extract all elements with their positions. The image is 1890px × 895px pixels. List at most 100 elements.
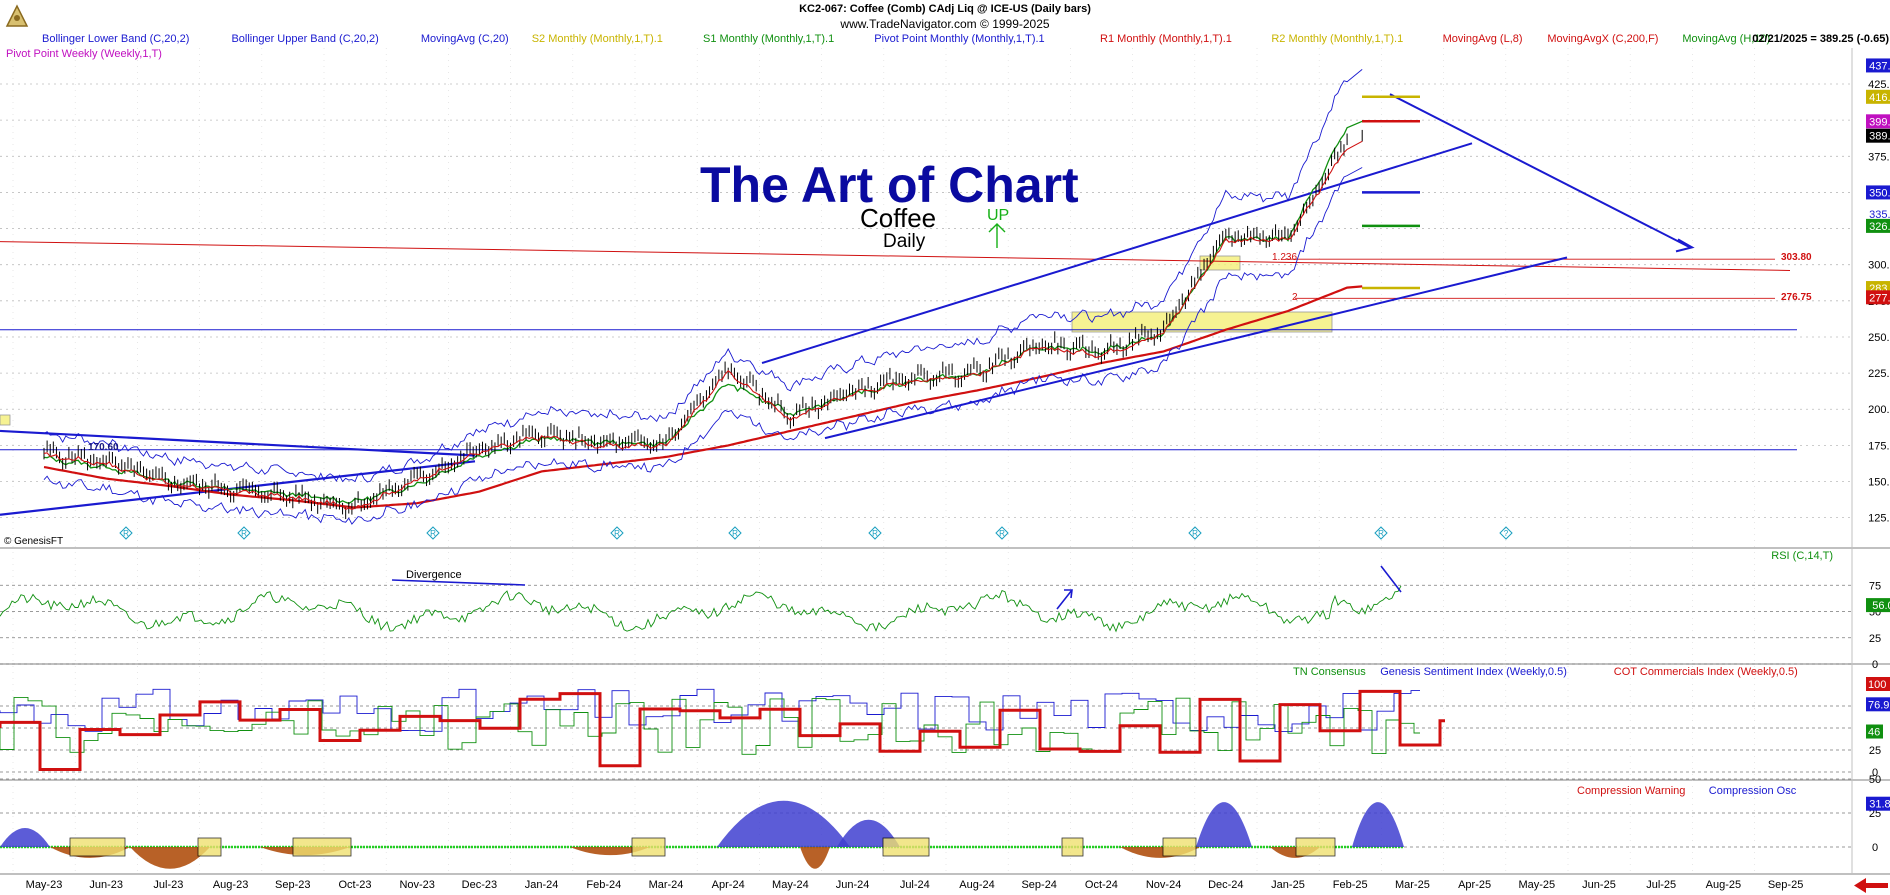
- level-170-label: 170.60: [88, 442, 119, 453]
- commodity-label: Coffee: [860, 203, 937, 233]
- price-tag-label: 350.00: [1869, 187, 1890, 199]
- cot-commercials-line: [0, 689, 1445, 771]
- marker-letter: R: [241, 529, 247, 538]
- rsi-tag: [1866, 598, 1890, 613]
- question-marker: [1499, 526, 1513, 540]
- price-tick-label: 375.00: [1868, 151, 1890, 163]
- price-tick-label: 300.00: [1868, 260, 1890, 272]
- r-marker: [728, 526, 742, 540]
- bollinger-lower: [43, 167, 1363, 525]
- compression-hump: [717, 800, 850, 847]
- x-tick-label: Dec-24: [1208, 879, 1243, 891]
- up-label: UP: [987, 207, 1010, 224]
- r-marker: [1188, 526, 1202, 540]
- sentiment-legend: COT Commercials Index (Weekly,0.5): [1614, 666, 1798, 678]
- compression-dip: [570, 847, 650, 856]
- x-tick-label: Jan-25: [1271, 879, 1305, 891]
- marker-letter: R: [614, 529, 620, 538]
- legend-item: MovingAvg (L,8): [1443, 33, 1523, 45]
- declining-red-line: [0, 241, 1791, 271]
- legend-item: MovingAvgX (C,200,F): [1547, 33, 1658, 45]
- x-tick-label: Dec-23: [462, 879, 497, 891]
- legend-item: MovingAvg (C,20): [421, 33, 509, 45]
- timeframe-label: Daily: [883, 231, 926, 252]
- x-tick-label: Oct-23: [338, 879, 371, 891]
- compression-plot: [0, 800, 1404, 869]
- copyright-label: © GenesisFT: [4, 536, 63, 547]
- highlight-box: [1199, 255, 1241, 271]
- compression-dip: [800, 847, 830, 869]
- compression-legend: Compression Warning: [1577, 785, 1685, 797]
- marker-letter: R: [1378, 529, 1384, 538]
- r-marker: [426, 526, 440, 540]
- x-tick-label: Feb-24: [586, 879, 621, 891]
- rsi-plot: [0, 565, 1402, 633]
- fib-2-label: 2: [1292, 292, 1298, 303]
- x-tick-label: May-25: [1518, 879, 1555, 891]
- compression-warning-box: [882, 837, 930, 857]
- x-tick-label: Sep-25: [1768, 879, 1803, 891]
- up-arrow-icon: [988, 223, 1006, 248]
- rsi-legend: RSI (C,14,T): [1771, 550, 1833, 562]
- symbol-title: KC2-067: Coffee (Comb) CAdj Liq @ ICE-US…: [799, 3, 1091, 15]
- rsi-tick-label: 0: [1872, 659, 1878, 671]
- legend-item: S2 Monthly (Monthly,1,T).1: [532, 33, 663, 45]
- price-tag-label: 326.85: [1869, 221, 1890, 233]
- marker-letter: R: [1192, 529, 1198, 538]
- comp-tick-label: 0: [1872, 842, 1878, 854]
- trendline-lower-old: [0, 460, 476, 516]
- x-tick-label: Aug-24: [959, 879, 994, 891]
- ma-l8-line: [43, 140, 1363, 511]
- price-tag: [1866, 114, 1890, 129]
- x-tick-label: Jul-25: [1646, 879, 1676, 891]
- legend-item: Bollinger Upper Band (C,20,2): [231, 33, 378, 45]
- x-tick-label: May-23: [26, 879, 63, 891]
- date-value: 02/21/2025 = 389.25 (-0.65): [1752, 33, 1889, 45]
- level-303-label: 303.80: [1781, 252, 1812, 263]
- sent-tag-label: 46: [1868, 727, 1880, 739]
- x-tick-label: Apr-24: [712, 879, 745, 891]
- r-marker: [119, 526, 133, 540]
- legend-item: Bollinger Lower Band (C,20,2): [42, 33, 189, 45]
- legends: Bollinger Lower Band (C,20,2) Bollinger U…: [42, 33, 1798, 797]
- r-marker: [1374, 526, 1388, 540]
- sent-tick-label: 25: [1869, 745, 1881, 757]
- channel-lower: [824, 256, 1568, 440]
- sent-tag: [1866, 724, 1883, 739]
- price-plot: R R R R R R R R R?: [0, 69, 1797, 540]
- price-tag: [1866, 58, 1890, 73]
- trendline-upper-old: [0, 429, 476, 457]
- rsi-down-line: [1380, 565, 1402, 593]
- price-tag-label: 399.20: [1869, 116, 1890, 128]
- price-tick-label: 200.00: [1868, 404, 1890, 416]
- rsi-tag-label: 56.09: [1872, 600, 1890, 612]
- x-tick-label: Sep-23: [275, 879, 310, 891]
- compression-warning-box: [1162, 837, 1197, 857]
- scroll-back-icon[interactable]: [1852, 876, 1890, 895]
- price-tag-label: 277.45: [1869, 292, 1890, 304]
- price-tag-label: 437.85: [1869, 60, 1890, 72]
- x-tick-label: Jun-25: [1582, 879, 1616, 891]
- rsi-line: [0, 585, 1402, 633]
- price-tag: [1866, 218, 1890, 233]
- sent-tag: [1866, 697, 1890, 712]
- x-tick-label: Jul-23: [153, 879, 183, 891]
- r-marker: [868, 526, 882, 540]
- compression-warning-box: [197, 837, 222, 857]
- price-tick-label: 425.00: [1868, 79, 1890, 91]
- price-tag-label: 335.05: [1869, 209, 1890, 221]
- legend-item: S1 Monthly (Monthly,1,T).1: [703, 33, 834, 45]
- x-tick-label: Apr-25: [1458, 879, 1491, 891]
- compression-hump: [0, 827, 50, 847]
- sentiment-legend: TN Consensus: [1293, 666, 1366, 678]
- x-tick-label: Jul-24: [900, 879, 930, 891]
- compression-hump: [1196, 802, 1252, 847]
- marker-letter: ?: [1504, 529, 1509, 538]
- sentiment-legend: Genesis Sentiment Index (Weekly,0.5): [1380, 666, 1567, 678]
- x-tick-label: Aug-25: [1706, 879, 1741, 891]
- comp-tick-label: 25: [1869, 808, 1881, 820]
- sentiment-plot: [0, 688, 1445, 771]
- highlight-box: [1071, 311, 1333, 333]
- marker-letter: R: [872, 529, 878, 538]
